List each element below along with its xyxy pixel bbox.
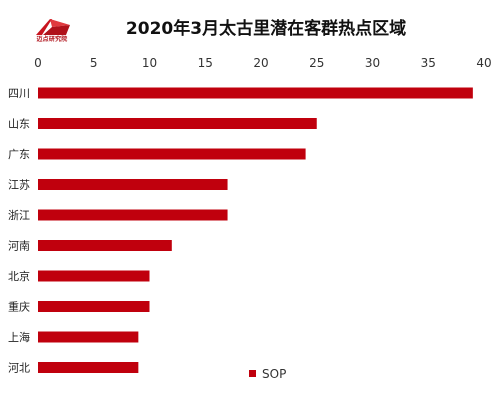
x-tick-label: 5 (90, 56, 98, 70)
logo-text: 迈点研究院 (36, 36, 68, 43)
category-label: 北京 (8, 269, 30, 283)
x-tick-label: 0 (34, 56, 42, 70)
logo: 迈点研究院 (30, 17, 74, 47)
category-label: 河北 (8, 362, 30, 375)
bar-浙江 (38, 209, 228, 221)
category-label: 广东 (8, 148, 30, 161)
bar-上海 (38, 331, 139, 343)
logo-mark (36, 19, 70, 35)
legend-label: SOP (262, 367, 286, 381)
chart-title: 2020年3月太古里潜在客群热点区域 (126, 18, 406, 39)
bar-重庆 (38, 301, 150, 312)
x-tick-label: 35 (421, 56, 436, 70)
x-tick-label: 10 (142, 56, 157, 70)
bar-山东 (38, 118, 317, 129)
category-label: 重庆 (8, 300, 30, 314)
bar-北京 (38, 270, 150, 282)
category-label: 江苏 (8, 179, 30, 192)
legend-swatch (249, 370, 256, 377)
x-tick-label: 40 (476, 56, 491, 70)
bar-河南 (38, 240, 172, 251)
bar-江苏 (38, 179, 228, 190)
bar-河北 (38, 362, 139, 373)
category-label: 四川 (8, 87, 30, 100)
category-label: 上海 (8, 330, 30, 344)
bar-广东 (38, 148, 306, 160)
x-tick-label: 15 (198, 56, 213, 70)
category-label: 山东 (8, 118, 30, 131)
x-tick-label: 30 (365, 56, 380, 70)
category-label: 河南 (8, 240, 30, 253)
bar-四川 (38, 87, 473, 99)
x-tick-label: 20 (253, 56, 268, 70)
category-label: 浙江 (8, 209, 30, 222)
x-tick-label: 25 (309, 56, 324, 70)
